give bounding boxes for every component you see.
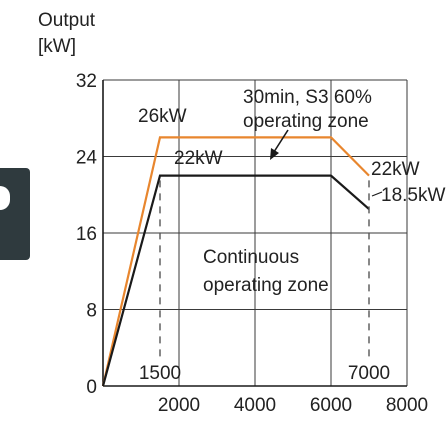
y-tick-label-32: 32	[76, 71, 97, 92]
y-axis-label-line1: Output	[38, 10, 96, 31]
marker-label-1500: 1500	[139, 363, 181, 384]
series-line-0	[101, 136, 370, 387]
end-18-5kw-leader	[371, 191, 383, 197]
peak-26kw-label: 26kW	[138, 106, 187, 127]
grid-layer	[102, 79, 408, 387]
x-tick-label-4000: 4000	[234, 395, 276, 416]
series-line-1	[101, 174, 370, 387]
x-tick-label-6000: 6000	[310, 395, 352, 416]
series-layer	[101, 136, 370, 387]
s3-zone-label-line1: 30min, S3 60%	[243, 87, 372, 108]
side-tab	[0, 168, 30, 260]
peak-22kw-label: 22kW	[174, 148, 223, 169]
y-tick-label-8: 8	[86, 301, 97, 322]
y-tick-label-0: 0	[86, 377, 97, 398]
x-tick-label-2000: 2000	[158, 395, 200, 416]
continuous-zone-label-line2: operating zone	[203, 275, 329, 296]
x-tick-label-8000: 8000	[386, 395, 428, 416]
y-tick-label-16: 16	[76, 224, 97, 245]
s3-zone-label-line2: operating zone	[243, 111, 369, 132]
continuous-zone-label-line1: Continuous	[203, 247, 299, 268]
side-tab-mark	[0, 186, 10, 210]
marker-label-7000: 7000	[348, 363, 390, 384]
s3-zone-arrow-head	[270, 148, 279, 160]
y-axis-label-line2: [kW]	[38, 36, 76, 57]
end-22kw-label: 22kW	[371, 159, 420, 180]
end-18-5kw-label: 18.5kW	[381, 185, 445, 206]
tick-layer: 2000 4000 6000 8000 0 8 16 24 32	[76, 71, 428, 416]
y-tick-label-24: 24	[76, 148, 98, 169]
marker-layer: 1500 7000	[139, 180, 390, 384]
